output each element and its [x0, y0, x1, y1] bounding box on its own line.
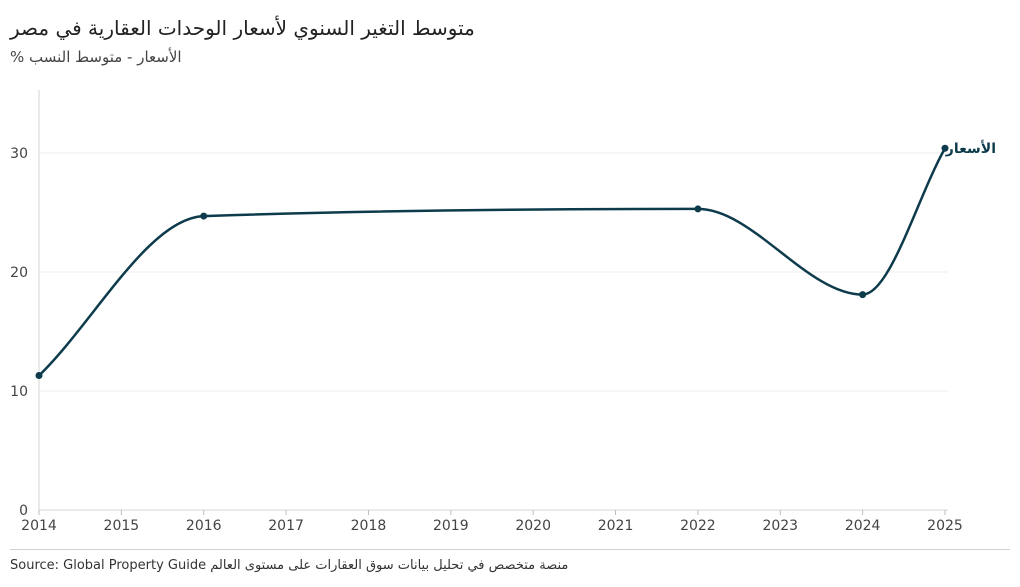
chart-subtitle: الأسعار - متوسط النسب %	[10, 48, 182, 66]
x-tick-label: 2021	[598, 518, 634, 534]
x-tick-label: 2024	[845, 518, 881, 534]
x-tick-label: 2014	[21, 518, 57, 534]
chart-title: متوسط التغير السنوي لأسعار الوحدات العقا…	[10, 16, 475, 40]
x-tick-label: 2022	[680, 518, 716, 534]
x-tick-label: 2018	[351, 518, 387, 534]
x-tick-label: 2020	[515, 518, 551, 534]
y-tick-label: 20	[10, 265, 28, 281]
series-line-prices	[38, 147, 947, 377]
source-divider	[10, 549, 1010, 550]
y-tick-label: 0	[19, 503, 28, 519]
data-point	[694, 205, 702, 213]
grid-lines	[39, 152, 948, 392]
data-point	[35, 372, 43, 380]
source-note: Source: Global Property Guide منصة متخصص…	[10, 558, 569, 573]
x-tick-label: 2017	[268, 518, 304, 534]
data-point	[200, 212, 208, 220]
y-tick-label: 30	[10, 146, 28, 162]
series-label-prices: الأسعار	[945, 140, 996, 157]
x-axis-ticks: 2014 2015 2016 2017 2018 2019 2020 2021 2022 2023…	[21, 510, 963, 534]
x-tick-label: 2023	[762, 518, 798, 534]
data-point	[859, 291, 867, 299]
y-tick-label: 10	[10, 384, 28, 400]
x-tick-label: 2019	[433, 518, 469, 534]
data-point	[941, 144, 949, 152]
x-tick-label: 2016	[186, 518, 222, 534]
y-axis-ticks: 0 10 20 30	[10, 146, 28, 519]
x-tick-label: 2025	[927, 518, 963, 534]
x-tick-label: 2015	[104, 518, 140, 534]
data-points	[35, 144, 949, 380]
